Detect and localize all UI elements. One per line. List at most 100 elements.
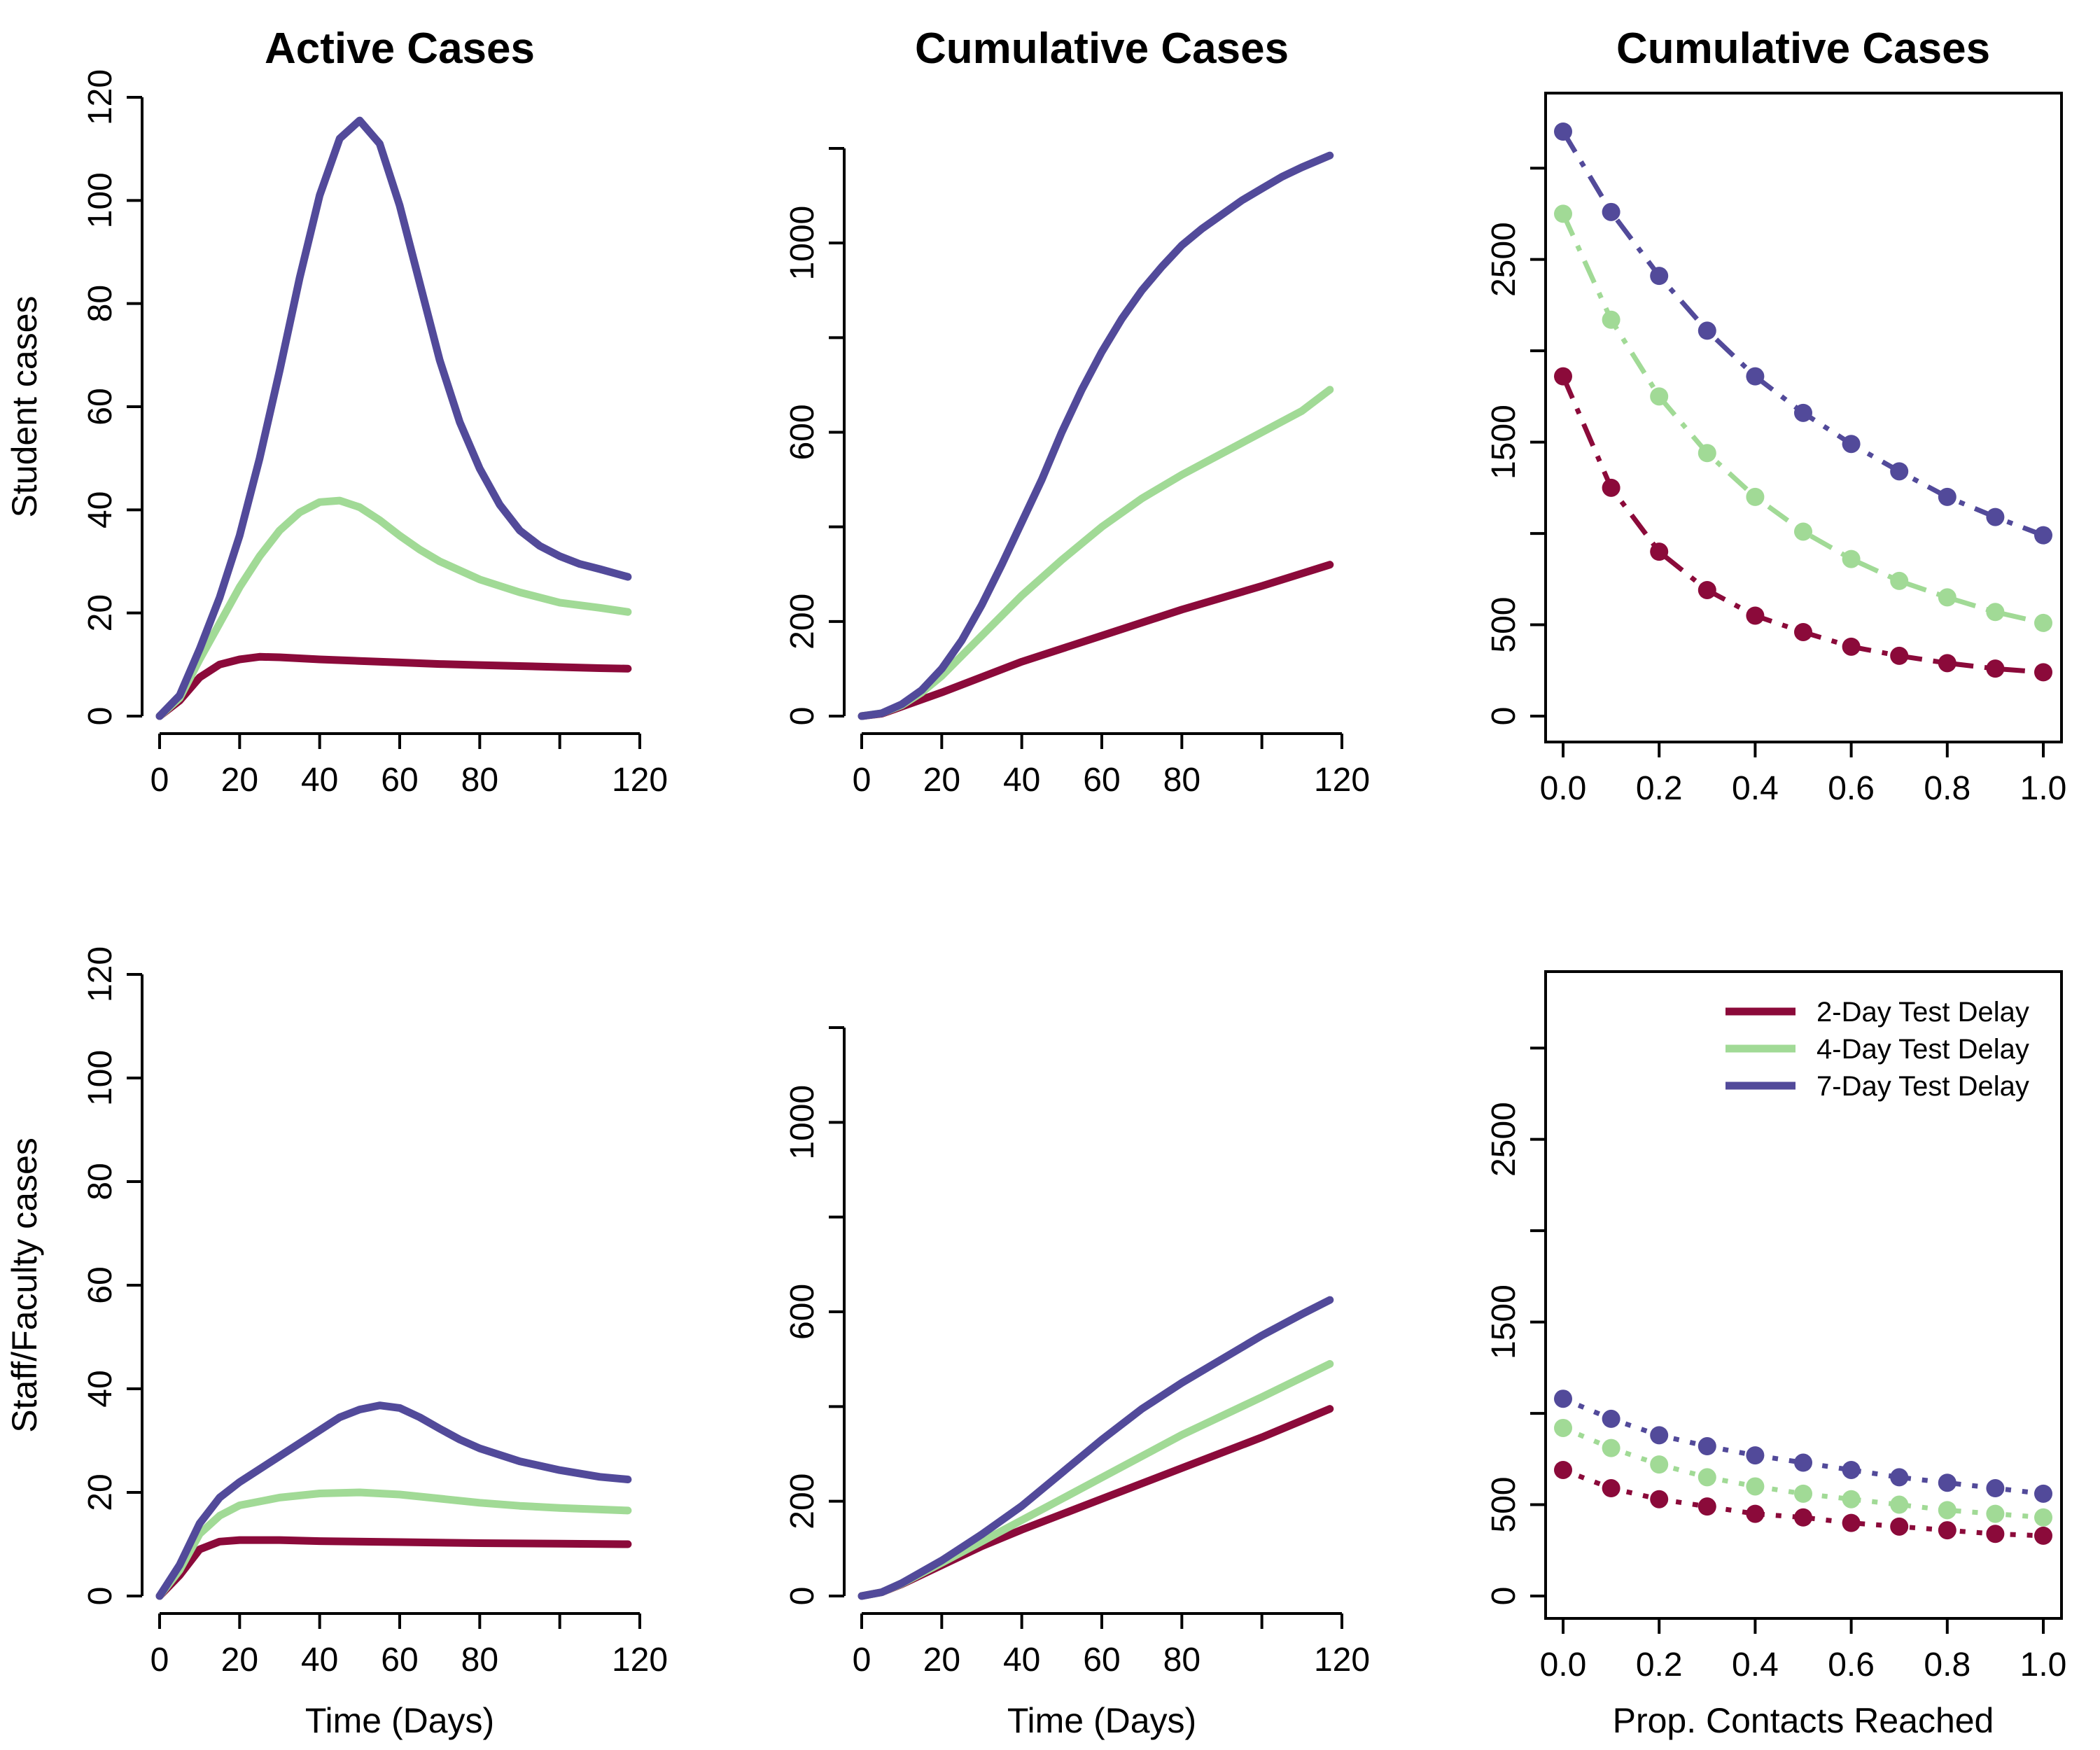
point-delay2 xyxy=(1890,646,1909,665)
point-delay7 xyxy=(1794,403,1812,422)
point-delay2 xyxy=(1938,1521,1956,1540)
x-axis-label: Time (Days) xyxy=(305,1701,494,1740)
point-delay2 xyxy=(1698,580,1716,599)
x-tick-label: 80 xyxy=(1163,762,1200,799)
y-tick-label: 120 xyxy=(82,946,119,1002)
point-delay7 xyxy=(1842,1460,1861,1479)
x-tick-label: 60 xyxy=(1083,1642,1120,1679)
point-delay4 xyxy=(1842,1490,1861,1508)
point-delay2 xyxy=(1986,659,2005,678)
point-delay2 xyxy=(2034,1526,2052,1545)
panel-staff-active: 0 20 40 60 80 120 0 20 40 60 80 100 120 Time (Days) St… xyxy=(5,946,668,1740)
y-tick-label: 200 xyxy=(784,594,821,650)
y-tick-label: 80 xyxy=(82,1163,119,1200)
panel-title: Active Cases xyxy=(265,24,535,73)
point-delay7 xyxy=(1746,367,1765,386)
x-tick-label: 0 xyxy=(150,1642,169,1679)
point-delay2 xyxy=(1794,622,1812,641)
y-tick-label: 0 xyxy=(784,707,821,726)
y-tick-label: 1500 xyxy=(1485,405,1522,479)
y-tick-label: 40 xyxy=(82,491,119,528)
x-tick-label: 0.2 xyxy=(1636,1646,1683,1684)
y-tick-label: 100 xyxy=(82,1050,119,1106)
point-delay2 xyxy=(1698,1497,1716,1516)
y-tick-label: 40 xyxy=(82,1370,119,1407)
point-delay7 xyxy=(1602,1409,1620,1428)
y-tick-label: 20 xyxy=(82,1474,119,1511)
x-tick-label: 120 xyxy=(1314,1642,1370,1679)
point-delay7 xyxy=(1890,462,1909,481)
point-delay4 xyxy=(1554,204,1572,223)
y-axis-label: Student cases xyxy=(5,296,44,518)
x-tick-label: 0.8 xyxy=(1924,1646,1970,1684)
point-delay7 xyxy=(1938,487,1956,506)
point-delay7 xyxy=(1650,1426,1669,1445)
point-delay4 xyxy=(1698,1468,1716,1487)
point-delay4 xyxy=(1794,522,1812,541)
y-tick-label: 0 xyxy=(1485,1587,1522,1606)
x-tick-label: 0.8 xyxy=(1924,770,1970,807)
x-tick-label: 0.6 xyxy=(1828,770,1875,807)
x-tick-label: 20 xyxy=(221,1642,258,1679)
y-tick-label: 500 xyxy=(1485,1476,1522,1532)
y-tick-label: 20 xyxy=(82,594,119,631)
point-delay2 xyxy=(1842,637,1861,656)
y-tick-label: 200 xyxy=(784,1474,821,1530)
point-delay2 xyxy=(1650,1490,1669,1508)
x-tick-label: 120 xyxy=(612,762,668,799)
x-tick-label: 20 xyxy=(923,1642,960,1679)
point-delay7 xyxy=(1794,1453,1812,1472)
x-tick-label: 60 xyxy=(381,762,418,799)
series-line-delay7 xyxy=(858,151,1334,720)
y-tick-label: 1000 xyxy=(784,1085,821,1160)
panel-staff-contacts: 0.0 0.2 0.4 0.6 0.8 1.0 0 500 1500 2500 Prop. Cont… xyxy=(1485,970,2067,1740)
x-tick-label: 0.2 xyxy=(1636,770,1683,807)
plot-frame xyxy=(1544,92,2063,743)
y-tick-label: 60 xyxy=(82,1266,119,1303)
series-line-delay4 xyxy=(1562,1425,2044,1520)
point-delay4 xyxy=(1794,1484,1812,1503)
point-delay7 xyxy=(1698,321,1716,340)
series-line-delay2 xyxy=(155,1536,632,1600)
x-tick-label: 60 xyxy=(1083,762,1120,799)
point-delay4 xyxy=(1842,550,1861,568)
y-tick-label: 1500 xyxy=(1485,1284,1522,1359)
series-line-delay2 xyxy=(155,652,632,720)
panel-student-cumulative: 0 20 40 60 80 120 0 200 600 1000 Cumulative Cases xyxy=(784,24,1370,799)
panel-student-contacts: 0.0 0.2 0.4 0.6 0.8 1.0 0 500 1500 2500 Cumulative… xyxy=(1485,24,2066,807)
x-tick-label: 80 xyxy=(461,762,498,799)
point-delay7 xyxy=(2034,1484,2052,1503)
point-delay4 xyxy=(1602,1438,1620,1457)
point-delay7 xyxy=(1602,202,1620,221)
y-tick-label: 80 xyxy=(82,285,119,322)
point-delay2 xyxy=(1554,367,1572,386)
series-line-delay7 xyxy=(858,1296,1334,1600)
y-tick-label: 1000 xyxy=(784,206,821,281)
x-tick-label: 0 xyxy=(853,762,872,799)
series-line-delay4 xyxy=(1560,212,2044,626)
y-tick-label: 600 xyxy=(784,404,821,460)
panel-title: Cumulative Cases xyxy=(915,24,1289,73)
y-axis-label: Staff/Faculty cases xyxy=(5,1138,44,1432)
series-line-delay2 xyxy=(1562,1467,2044,1539)
series-line-delay7 xyxy=(1560,130,2045,538)
point-delay2 xyxy=(1986,1525,2005,1544)
series-line-delay7 xyxy=(155,1401,632,1600)
series-line-delay4 xyxy=(858,1359,1334,1600)
point-delay7 xyxy=(1938,1474,1956,1492)
point-delay7 xyxy=(1554,1390,1572,1408)
x-tick-label: 0.0 xyxy=(1540,770,1587,807)
point-delay2 xyxy=(1602,478,1620,497)
x-tick-label: 1.0 xyxy=(2020,1646,2067,1684)
legend-label: 2-Day Test Delay xyxy=(1816,997,2029,1028)
y-tick-label: 0 xyxy=(1485,707,1522,726)
y-tick-label: 100 xyxy=(82,172,119,228)
point-delay7 xyxy=(1842,435,1861,454)
series-line-delay4 xyxy=(155,496,632,720)
point-delay4 xyxy=(1938,1501,1956,1520)
y-tick-label: 2500 xyxy=(1485,222,1522,297)
x-tick-label: 120 xyxy=(1314,762,1370,799)
x-tick-label: 20 xyxy=(221,762,258,799)
point-delay2 xyxy=(1554,1460,1572,1479)
